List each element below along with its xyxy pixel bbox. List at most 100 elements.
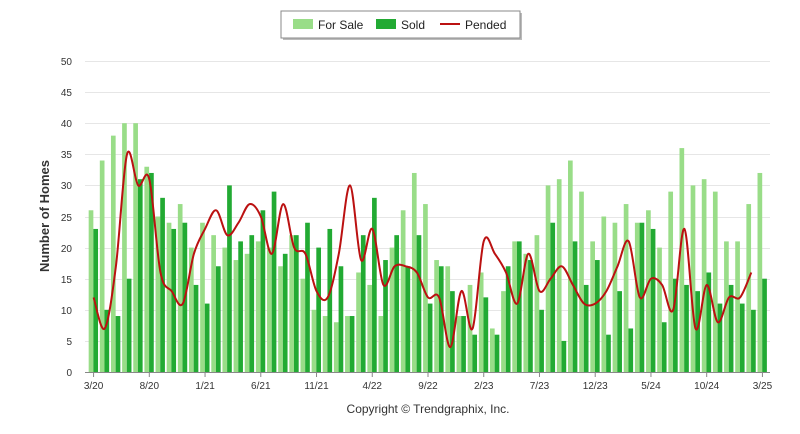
bar-sold bbox=[728, 284, 734, 372]
bar-for-sale bbox=[300, 278, 306, 372]
bar-for-sale bbox=[99, 160, 105, 372]
bar-sold bbox=[606, 334, 611, 372]
bar-sold bbox=[617, 291, 622, 372]
bar-for-sale bbox=[400, 210, 406, 372]
y-tick-label: 10 bbox=[61, 306, 73, 317]
bar-sold bbox=[650, 228, 656, 372]
bar-sold bbox=[238, 241, 243, 372]
bar-for-sale bbox=[757, 172, 763, 372]
bar-for-sale bbox=[222, 247, 228, 372]
series-line-pended bbox=[92, 150, 753, 349]
bar-for-sale bbox=[512, 241, 517, 372]
x-tick-label: 3/20 bbox=[84, 381, 104, 392]
bar-sold bbox=[472, 334, 478, 372]
bar-sold bbox=[706, 272, 712, 372]
bar-for-sale bbox=[657, 247, 662, 372]
bar-sold bbox=[416, 235, 422, 372]
bar-for-sale bbox=[679, 148, 685, 372]
bar-for-sale bbox=[88, 210, 94, 372]
bar-for-sale bbox=[278, 266, 283, 372]
bar-sold bbox=[673, 278, 678, 372]
legend-label-for-sale: For Sale bbox=[318, 18, 364, 32]
bar-sold bbox=[550, 222, 556, 372]
bar-sold bbox=[717, 303, 723, 372]
bar-for-sale bbox=[746, 204, 752, 372]
bar-for-sale bbox=[255, 241, 261, 372]
bar-sold bbox=[338, 266, 344, 372]
x-tick-label: 2/23 bbox=[474, 381, 494, 392]
bar-sold bbox=[751, 309, 756, 372]
bar-sold bbox=[494, 334, 500, 372]
bar-for-sale bbox=[188, 247, 194, 372]
y-tick-label: 30 bbox=[61, 181, 73, 192]
bar-sold bbox=[149, 172, 154, 372]
bar-for-sale bbox=[423, 204, 428, 372]
bar-sold bbox=[327, 228, 333, 372]
y-tick-label: 15 bbox=[61, 275, 73, 286]
bar-sold bbox=[684, 284, 689, 372]
legend-swatch-for-sale bbox=[293, 19, 313, 29]
legend: For Sale Sold Pended bbox=[280, 10, 522, 40]
bar-sold bbox=[572, 241, 578, 372]
bar-sold bbox=[438, 266, 444, 372]
bar-for-sale bbox=[155, 216, 161, 372]
x-tick-label: 12/23 bbox=[583, 381, 608, 392]
bar-for-sale bbox=[345, 316, 350, 372]
bar-for-sale bbox=[289, 235, 295, 372]
bar-for-sale bbox=[267, 247, 272, 372]
bar-sold bbox=[349, 316, 355, 372]
bar-sold bbox=[204, 303, 210, 372]
x-tick-label: 7/23 bbox=[530, 381, 550, 392]
x-tick-label: 5/24 bbox=[641, 381, 661, 392]
y-tick-label: 35 bbox=[61, 150, 73, 161]
bar-sold bbox=[561, 340, 567, 372]
bar-sold bbox=[505, 266, 511, 372]
bar-for-sale bbox=[501, 291, 506, 372]
bar-sold bbox=[427, 303, 433, 372]
bar-for-sale bbox=[144, 166, 150, 372]
bar-for-sale bbox=[523, 253, 529, 372]
bar-sold bbox=[260, 210, 266, 372]
bar-for-sale bbox=[701, 179, 707, 372]
bar-sold bbox=[383, 260, 388, 372]
bar-for-sale bbox=[389, 247, 395, 372]
x-tick-label: 10/24 bbox=[694, 381, 719, 392]
bar-sold bbox=[405, 266, 411, 372]
bar-sold bbox=[539, 309, 544, 372]
bar-for-sale bbox=[333, 322, 339, 372]
bar-for-sale bbox=[735, 241, 740, 372]
bar-sold bbox=[282, 253, 288, 372]
bar-for-sale bbox=[434, 260, 439, 372]
bar-for-sale bbox=[133, 123, 138, 372]
bar-for-sale bbox=[634, 222, 640, 372]
bar-sold bbox=[695, 291, 700, 372]
bar-for-sale bbox=[378, 316, 384, 372]
bar-sold bbox=[372, 197, 377, 372]
bar-sold bbox=[394, 235, 400, 372]
y-tick-label: 20 bbox=[61, 244, 73, 255]
bar-sold bbox=[115, 316, 121, 372]
legend-label-sold: Sold bbox=[401, 18, 425, 32]
bar-sold bbox=[227, 185, 232, 372]
bar-for-sale bbox=[712, 191, 718, 372]
bar-sold bbox=[739, 303, 745, 372]
bar-for-sale bbox=[211, 235, 216, 372]
bar-for-sale bbox=[456, 316, 462, 372]
bar-for-sale bbox=[244, 253, 250, 372]
x-tick-label: 8/20 bbox=[140, 381, 160, 392]
x-tick-label: 4/22 bbox=[363, 381, 383, 392]
bar-for-sale bbox=[110, 135, 116, 372]
bar-sold bbox=[294, 235, 299, 372]
bar-for-sale bbox=[356, 272, 361, 372]
bar-sold bbox=[249, 235, 255, 372]
x-tick-label: 3/25 bbox=[753, 381, 773, 392]
bar-for-sale bbox=[122, 123, 127, 372]
y-tick-label: 0 bbox=[66, 368, 72, 379]
bar-sold bbox=[661, 322, 667, 372]
bars bbox=[88, 123, 767, 372]
bar-sold bbox=[93, 228, 99, 372]
bar-sold bbox=[305, 222, 310, 372]
y-tick-label: 5 bbox=[66, 337, 72, 348]
bar-for-sale bbox=[590, 241, 595, 372]
bar-for-sale bbox=[177, 204, 183, 372]
